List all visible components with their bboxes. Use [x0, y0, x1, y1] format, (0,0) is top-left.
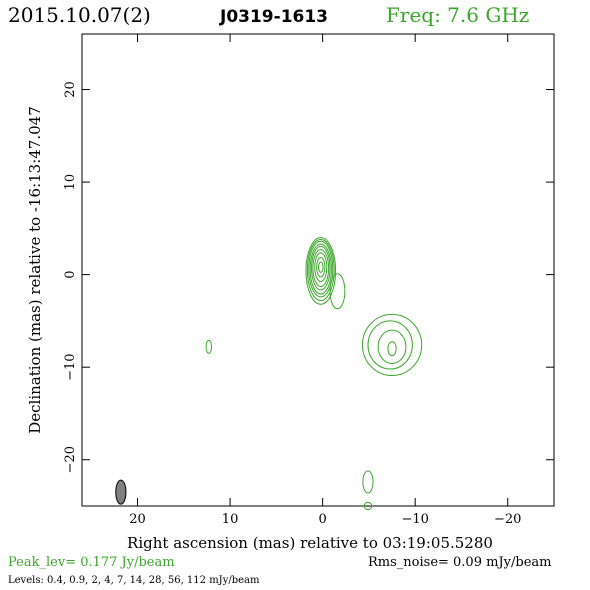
contour-level-9 [317, 261, 324, 273]
beam-ellipse [115, 479, 127, 505]
contour-level-3 [377, 329, 407, 364]
x-tick-label: 10 [222, 512, 239, 527]
component-core [305, 237, 346, 310]
contour-set [205, 237, 423, 511]
y-tick-label: −10 [63, 353, 78, 380]
component-blob-west [205, 339, 213, 354]
y-tick-labels: 20 10 0 −10 −20 [63, 81, 78, 473]
contour-level-8 [316, 257, 326, 278]
y-tick-label: 20 [63, 81, 78, 98]
contour-level-1 [205, 339, 213, 354]
contour-tail [329, 273, 346, 310]
contour-level-1 [361, 313, 423, 377]
contour-level-4 [309, 243, 332, 295]
plot-frame [81, 33, 555, 507]
x-tick-label: −10 [401, 512, 428, 527]
contour-level-5 [311, 245, 331, 291]
contour-level-2 [367, 320, 413, 370]
y-axis-label: Declination (mas) relative to -16:13:47.… [26, 106, 44, 434]
x-tick-label: −20 [494, 512, 521, 527]
contour-level-6 [312, 249, 330, 288]
contour-level-1 [363, 501, 373, 511]
contour-level-1 [362, 470, 374, 494]
x-tick-labels: 20 10 0 −10 −20 [129, 512, 521, 527]
source-name: J0319-1613 [219, 7, 328, 27]
frequency-label: Freq: 7.6 GHz [386, 3, 529, 27]
component-blob-edge [363, 501, 373, 511]
rms-noise: Rms_noise= 0.09 mJy/beam [368, 555, 551, 570]
contour-level-1 [305, 237, 337, 305]
x-tick-label: 0 [318, 512, 326, 527]
component-blob-south [362, 470, 374, 494]
peak-level: Peak_lev= 0.177 Jy/beam [8, 555, 175, 570]
y-tick-label: 0 [63, 270, 78, 278]
contour-level-2 [306, 238, 335, 302]
contour-level-3 [308, 240, 334, 298]
x-axis-label: Right ascension (mas) relative to 03:19:… [127, 534, 493, 552]
y-tick-label: −20 [63, 446, 78, 473]
contour-level-4 [387, 341, 397, 357]
x-tick-label: 20 [129, 512, 146, 527]
y-tick-label: 10 [63, 174, 78, 191]
observation-date: 2015.10.07(2) [8, 3, 151, 27]
axis-ticks [82, 34, 554, 506]
component-jet-knot [361, 313, 423, 377]
contour-level-7 [314, 252, 328, 283]
contour-levels: Levels: 0.4, 0.9, 2, 4, 7, 14, 28, 56, 1… [8, 575, 260, 586]
